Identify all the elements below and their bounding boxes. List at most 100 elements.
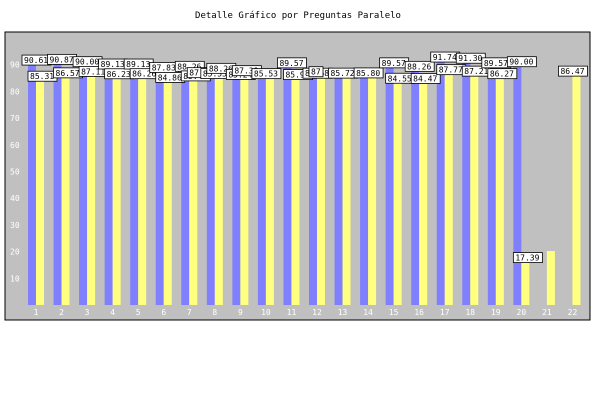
x-tick-label: 14 bbox=[363, 308, 373, 317]
data-label: 86.27 bbox=[487, 68, 518, 80]
svg-text:90.61: 90.61 bbox=[24, 56, 48, 65]
bar-yellow bbox=[419, 79, 428, 305]
svg-text:86.47: 86.47 bbox=[560, 67, 584, 76]
data-label: 89.57 bbox=[277, 57, 307, 69]
bar-yellow bbox=[572, 74, 581, 306]
bar-blue bbox=[104, 67, 113, 305]
svg-text:84.55: 84.55 bbox=[388, 74, 412, 83]
svg-text:87: 87 bbox=[311, 68, 321, 77]
svg-text:89.13: 89.13 bbox=[101, 60, 125, 69]
data-label: 84.55 bbox=[385, 72, 416, 84]
y-axis-ticks: 10 20 30 40 50 60 70 80 90 bbox=[10, 61, 20, 284]
bar-yellow bbox=[240, 77, 249, 305]
bar-yellow bbox=[61, 73, 70, 306]
svg-text:88.26: 88.26 bbox=[407, 62, 431, 71]
x-tick-label: 3 bbox=[85, 308, 90, 317]
x-tick-label: 5 bbox=[136, 308, 141, 317]
x-tick-label: 6 bbox=[161, 308, 166, 317]
y-tick-label: 60 bbox=[10, 141, 20, 150]
data-label: 85.80 bbox=[353, 67, 384, 79]
data-label: 89.57 bbox=[379, 57, 410, 69]
data-label: 89.13 bbox=[123, 58, 154, 70]
svg-text:85.80: 85.80 bbox=[356, 69, 380, 78]
data-label: 91.74 bbox=[430, 51, 461, 63]
svg-text:86.23: 86.23 bbox=[107, 70, 131, 79]
bar-blue bbox=[257, 71, 266, 305]
bar-yellow bbox=[470, 72, 479, 306]
svg-text:87.77: 87.77 bbox=[439, 66, 463, 75]
data-label: 89.57 bbox=[481, 57, 512, 69]
svg-text:89.57: 89.57 bbox=[382, 59, 406, 68]
bar-yellow bbox=[444, 70, 453, 305]
svg-text:90.00: 90.00 bbox=[75, 58, 99, 67]
data-label: 87.83 bbox=[149, 62, 180, 73]
bar-blue bbox=[283, 65, 292, 305]
data-label: 89.13 bbox=[98, 58, 129, 70]
svg-text:85.31: 85.31 bbox=[30, 72, 54, 81]
bar-yellow bbox=[112, 74, 121, 305]
chart-title: Detalle Gráfico por Preguntas Paralelo bbox=[195, 11, 401, 21]
svg-text:85.55: 85.55 bbox=[203, 70, 227, 79]
bar-yellow bbox=[189, 76, 198, 305]
x-axis-labels: 1 2 3 4 5 6 7 8 9 10 11 12 13 14 15 16 17 18 19 20 21 22 bbox=[34, 308, 578, 317]
y-tick-label: 50 bbox=[10, 168, 20, 177]
svg-text:86.26: 86.26 bbox=[132, 70, 156, 79]
svg-text:90.87: 90.87 bbox=[50, 55, 74, 64]
data-label: 86.47 bbox=[558, 65, 588, 77]
x-tick-label: 10 bbox=[261, 308, 271, 317]
bar-yellow bbox=[87, 72, 96, 306]
svg-text:89.57: 89.57 bbox=[484, 59, 508, 68]
x-tick-label: 4 bbox=[110, 308, 115, 317]
bar-yellow bbox=[291, 75, 300, 305]
bar-yellow bbox=[495, 74, 504, 305]
x-tick-label: 22 bbox=[568, 308, 578, 317]
svg-text:90.00: 90.00 bbox=[509, 58, 533, 67]
bar-blue bbox=[385, 65, 394, 305]
bar-blue bbox=[28, 63, 36, 305]
data-labels: 90.6185.3190.8786.5790.0087.1189.1386.23… bbox=[21, 51, 588, 263]
svg-text:86.57: 86.57 bbox=[56, 69, 80, 78]
y-tick-label: 30 bbox=[10, 221, 20, 230]
y-tick-label: 20 bbox=[10, 248, 20, 257]
x-tick-label: 8 bbox=[212, 308, 217, 317]
svg-text:91.30: 91.30 bbox=[458, 54, 482, 63]
bar-yellow bbox=[36, 77, 44, 306]
x-tick-label: 20 bbox=[517, 308, 527, 317]
data-label: 86.23 bbox=[104, 68, 135, 80]
data-label: 17.39 bbox=[512, 252, 543, 263]
x-tick-label: 2 bbox=[59, 308, 64, 317]
data-label: 85.53 bbox=[251, 68, 282, 80]
bar-yellow bbox=[546, 251, 555, 305]
svg-text:85.53: 85.53 bbox=[254, 70, 278, 79]
x-tick-label: 9 bbox=[238, 308, 243, 317]
bar-yellow bbox=[138, 74, 147, 306]
data-label: 84.47 bbox=[410, 73, 441, 84]
svg-text:85.72: 85.72 bbox=[331, 69, 355, 78]
x-tick-label: 17 bbox=[440, 308, 450, 317]
svg-text:91.74: 91.74 bbox=[433, 53, 457, 62]
bar-blue bbox=[436, 60, 445, 305]
x-tick-label: 16 bbox=[414, 308, 424, 317]
x-tick-label: 19 bbox=[491, 308, 501, 317]
data-label: 90.87 bbox=[47, 53, 77, 65]
bar-blue bbox=[360, 69, 369, 306]
bar-blue bbox=[206, 69, 215, 306]
svg-text:87.39: 87.39 bbox=[234, 67, 258, 76]
y-tick-label: 10 bbox=[10, 274, 20, 283]
bars bbox=[28, 60, 581, 306]
data-label: 91.30 bbox=[455, 52, 486, 64]
y-tick-label: 40 bbox=[10, 194, 20, 203]
bar-yellow bbox=[342, 76, 351, 306]
bar-yellow bbox=[368, 75, 377, 305]
svg-text:87.11: 87.11 bbox=[81, 67, 105, 76]
svg-text:84.86: 84.86 bbox=[158, 73, 182, 82]
svg-text:86.27: 86.27 bbox=[490, 70, 514, 79]
data-label: 85.31 bbox=[27, 70, 58, 82]
data-label: 85.72 bbox=[328, 67, 358, 79]
data-label: 90.61 bbox=[21, 54, 52, 66]
y-tick-label: 80 bbox=[10, 87, 20, 96]
svg-text:89.57: 89.57 bbox=[279, 59, 303, 68]
bar-blue bbox=[462, 61, 471, 305]
bar-yellow bbox=[265, 76, 274, 305]
